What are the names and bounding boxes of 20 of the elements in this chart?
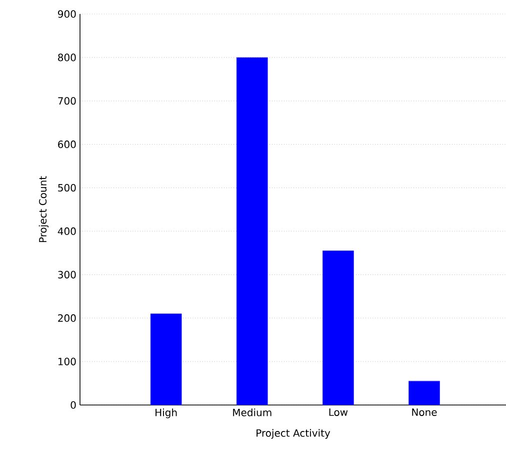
y-tick-label: 200: [58, 314, 76, 322]
bar: [322, 250, 354, 405]
y-tick-label: 900: [58, 10, 76, 18]
y-tick-label: 0: [70, 401, 76, 409]
y-axis-title: Project Count: [38, 176, 49, 242]
bar: [236, 57, 268, 405]
y-tick-label: 400: [58, 227, 76, 235]
y-tick-label: 800: [58, 54, 76, 62]
y-tick-label: 300: [58, 270, 76, 278]
x-tick-label: High: [156, 408, 177, 418]
y-tick-label: 700: [58, 97, 76, 105]
x-tick-label: None: [412, 408, 437, 416]
x-axis-title: Project Activity: [256, 429, 330, 439]
bar: [408, 380, 440, 405]
y-tick-label: 600: [58, 140, 76, 148]
y-tick-label: 100: [58, 358, 76, 366]
y-tick-label: 500: [58, 184, 76, 192]
x-tick-label: Low: [329, 408, 348, 416]
x-tick-label: Medium: [233, 408, 272, 416]
bar: [150, 314, 182, 405]
